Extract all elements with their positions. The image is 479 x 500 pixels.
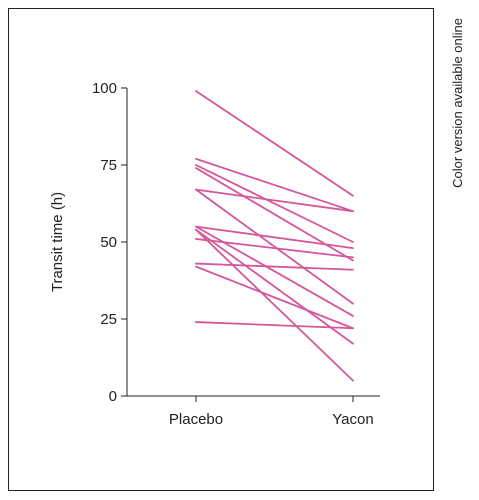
subject-line-2 xyxy=(195,157,354,213)
y-tick-label: 75 xyxy=(100,157,117,174)
side-note-text: Color version available online xyxy=(450,18,465,188)
y-tick-label: 0 xyxy=(109,388,117,405)
y-axis-label: Transit time (h) xyxy=(49,192,66,292)
subject-line-5 xyxy=(195,188,354,213)
series-lines xyxy=(195,90,354,382)
subject-line-1 xyxy=(195,90,354,197)
subject-line-9 xyxy=(195,228,354,345)
subject-line-11 xyxy=(195,238,354,259)
side-note: Color version available online xyxy=(450,18,465,188)
y-tick-label: 25 xyxy=(100,311,117,328)
subject-line-12 xyxy=(195,262,354,271)
subject-line-6 xyxy=(195,188,354,305)
y-tick-label: 50 xyxy=(100,234,117,251)
subject-line-13 xyxy=(195,265,354,330)
subject-line-14 xyxy=(195,321,354,330)
x-tick-label-placebo: Placebo xyxy=(169,411,223,428)
subject-line-3 xyxy=(195,164,354,243)
y-tick-label: 100 xyxy=(92,80,117,97)
figure-frame xyxy=(8,8,434,491)
x-axis: Placebo Yacon xyxy=(127,395,380,428)
y-axis: 0 25 50 75 100 xyxy=(92,80,128,405)
x-tick-label-yacon: Yacon xyxy=(332,411,373,428)
subject-line-8 xyxy=(195,225,354,317)
subject-line-10 xyxy=(195,228,354,382)
subject-line-7 xyxy=(195,225,354,250)
